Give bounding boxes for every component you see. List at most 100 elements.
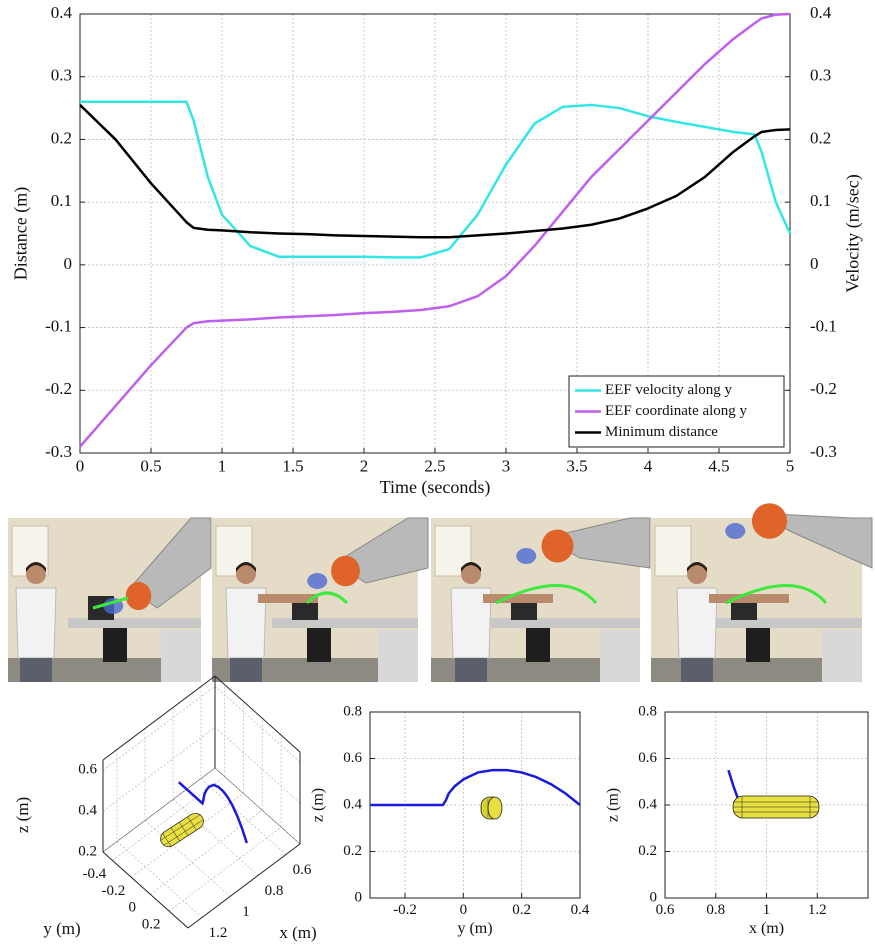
- y-axis-label: z (m): [605, 788, 622, 822]
- photo-person-arm: [258, 594, 318, 603]
- y2-tick-label: 0.4: [810, 3, 832, 22]
- photo-robot-joint: [125, 581, 152, 611]
- y-tick-label: 0.3: [51, 66, 72, 85]
- y-tick-label: 0.2: [51, 128, 72, 147]
- series-line: [79, 12, 791, 448]
- y-tick-label: 0: [355, 889, 363, 905]
- photo: [651, 503, 873, 682]
- photo-person-legs: [230, 658, 262, 682]
- cylinder-xz: [732, 795, 820, 819]
- legend-box: [568, 375, 785, 448]
- axis-line: [102, 675, 216, 761]
- y-tick-label: 0.6: [343, 750, 362, 766]
- y-tick-label: 0: [128, 900, 136, 916]
- photo-chair: [746, 628, 770, 662]
- y2-tick-label: -0.2: [810, 379, 837, 398]
- x-axis-label: x (m): [279, 923, 316, 942]
- photo-person-body: [676, 587, 718, 659]
- axis-line: [102, 851, 189, 929]
- y-tick-label: -0.3: [45, 442, 72, 461]
- x-tick-label: 1: [242, 904, 250, 920]
- obstacle-cylinders: [160, 795, 820, 848]
- x-tick-label: 1.5: [282, 456, 303, 475]
- photo-person-legs: [681, 658, 713, 682]
- y-tick-label: -0.1: [45, 316, 72, 335]
- y2-tick-label: 0.1: [810, 191, 831, 210]
- photo-person-head: [26, 564, 46, 584]
- x-axis-label: y (m): [457, 920, 492, 937]
- photo-window: [434, 525, 472, 577]
- z-axis-label: z (m): [13, 797, 32, 833]
- photo-chair: [103, 628, 127, 662]
- axis-line: [214, 675, 301, 753]
- photo-person-legs: [455, 658, 487, 682]
- z-tick-label: 0.4: [78, 803, 97, 819]
- x-axis-label: Time (seconds): [380, 477, 491, 498]
- photo: [212, 517, 429, 682]
- photo-person-legs: [20, 658, 52, 682]
- photo-strip: [8, 503, 873, 682]
- y-axis-label: y (m): [43, 919, 80, 938]
- photo-cabinet: [600, 630, 640, 682]
- grid-line: [102, 685, 301, 771]
- x-tick-label: 4: [644, 456, 653, 475]
- photo-person-hair: [461, 562, 481, 572]
- photo-chair: [307, 628, 331, 662]
- y-tick-label: 0.4: [638, 796, 657, 812]
- legend-label: EEF velocity along y: [605, 382, 733, 398]
- series-line: [370, 768, 581, 807]
- photo-arrow: [495, 584, 598, 605]
- y-tick-label: 0.4: [51, 3, 73, 22]
- y-tick-label: 0: [64, 254, 73, 273]
- x-tick-label: 0.2: [512, 902, 531, 918]
- series-line: [177, 781, 248, 844]
- photo: [431, 517, 651, 682]
- x-tick-label: 0.4: [571, 902, 590, 918]
- axis-line: [187, 843, 301, 929]
- photo-cabinet: [822, 630, 862, 682]
- x-tick-label: 5: [786, 456, 795, 475]
- photo-window: [654, 525, 692, 577]
- axis-line: [214, 767, 301, 845]
- y2-tick-label: 0.2: [810, 128, 831, 147]
- photo-person-arm: [709, 594, 789, 603]
- photo-desk: [272, 618, 418, 628]
- x-tick-label: 0: [460, 902, 468, 918]
- y-tick-label: -0.2: [45, 379, 72, 398]
- photo-robot-joint: [331, 555, 360, 587]
- y-tick-label: 0.2: [142, 917, 161, 933]
- y-tick-label: 0.1: [51, 191, 72, 210]
- y-tick-label: 0: [650, 889, 658, 905]
- y-tick-label: 0.8: [638, 703, 657, 719]
- photo-robot-joint: [541, 529, 574, 563]
- photo-person-hair: [236, 562, 256, 572]
- x-tick-label: 2.5: [424, 456, 445, 475]
- photo-person-body: [450, 587, 492, 659]
- photo-cabinet: [378, 630, 418, 682]
- axis-line: [102, 767, 216, 853]
- y2-tick-label: 0.3: [810, 66, 831, 85]
- photo-person-arm: [483, 594, 553, 603]
- photo-arrow: [305, 591, 349, 605]
- y-tick-label: 0.4: [343, 796, 362, 812]
- plot-frame: [664, 711, 869, 899]
- photo-gripper: [516, 548, 537, 564]
- photo-desk: [68, 618, 201, 628]
- x-tick-label: 1: [218, 456, 227, 475]
- photo-arrow: [92, 596, 129, 610]
- x-tick-label: 0.6: [293, 862, 312, 878]
- legend-label: Minimum distance: [605, 424, 718, 440]
- y-tick-label: 0.2: [638, 843, 657, 859]
- photo-chair: [526, 628, 550, 662]
- y-axis-label: z (m): [310, 788, 327, 822]
- grid-line: [149, 718, 263, 895]
- photo-desk: [491, 618, 640, 628]
- y-tick-label: 0.6: [638, 750, 657, 766]
- z-tick-label: 0.6: [78, 762, 97, 778]
- x-tick-label: 2: [360, 456, 369, 475]
- cylinder-3d: [160, 812, 204, 848]
- photo-robot-joint: [751, 503, 788, 539]
- x-tick-label: 1.2: [808, 902, 827, 918]
- cylinder-yz: [480, 796, 503, 820]
